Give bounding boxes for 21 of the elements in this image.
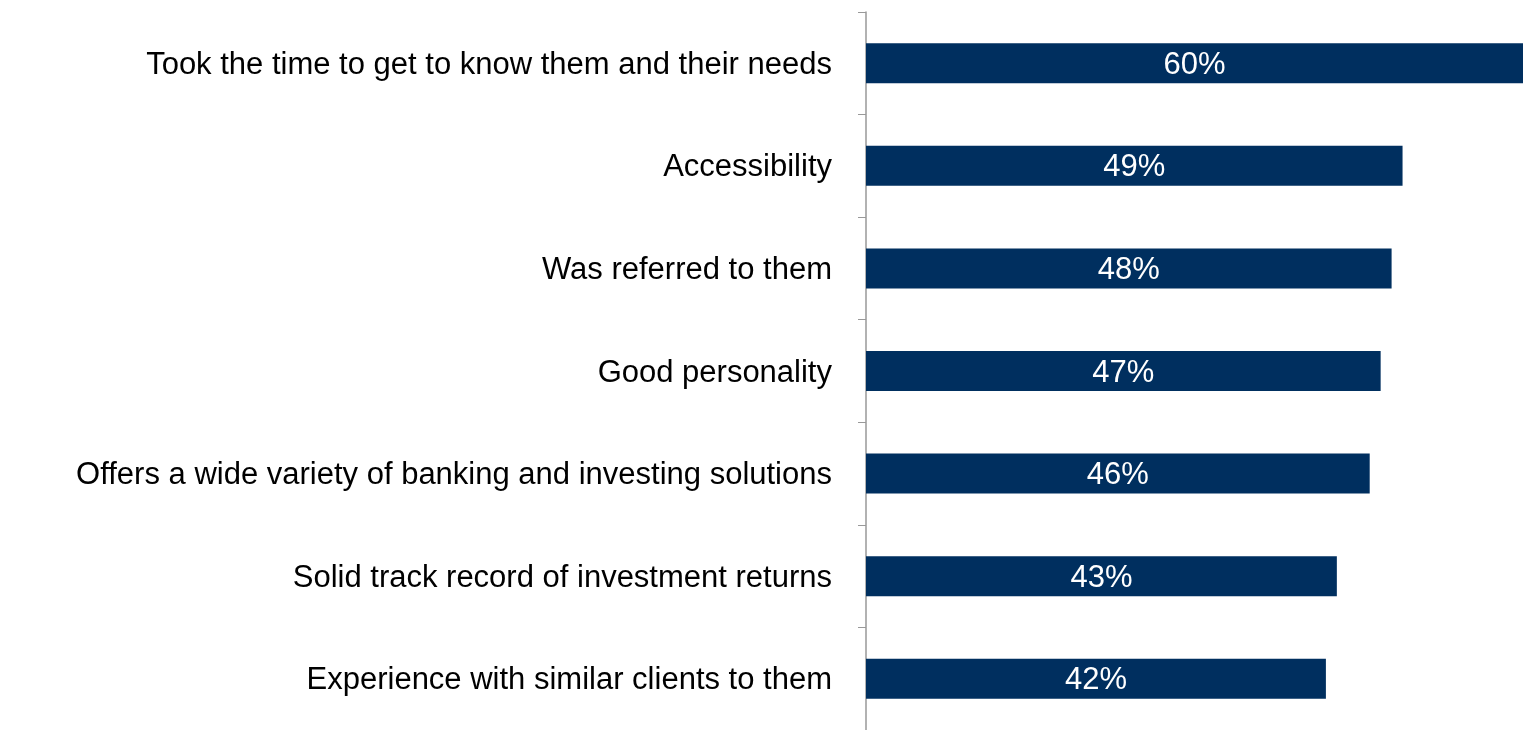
y-tick-label: Good personality	[597, 353, 833, 389]
bar	[866, 556, 1337, 597]
y-tick-label: Solid track record of investment returns	[292, 558, 832, 594]
data-label: 49%	[1103, 148, 1166, 184]
y-tick-label: Accessibility	[663, 148, 833, 184]
bar	[866, 248, 1392, 289]
bar	[866, 658, 1326, 699]
data-label: 60%	[1163, 45, 1226, 81]
y-tick-label: Experience with similar clients to them	[306, 661, 832, 697]
data-label: 43%	[1070, 558, 1133, 594]
data-label: 48%	[1097, 250, 1160, 286]
data-label: 42%	[1064, 661, 1127, 697]
y-tick-label: Took the time to get to know them and their needs	[146, 45, 832, 81]
data-label: 47%	[1092, 353, 1155, 389]
y-tick-label: Was referred to them	[541, 250, 832, 286]
data-label: 46%	[1086, 456, 1149, 492]
bar	[866, 145, 1403, 186]
bar	[866, 351, 1381, 391]
bar	[866, 43, 1523, 84]
bar	[866, 453, 1370, 494]
y-tick-label: Offers a wide variety of banking and investing solutions	[76, 456, 832, 492]
